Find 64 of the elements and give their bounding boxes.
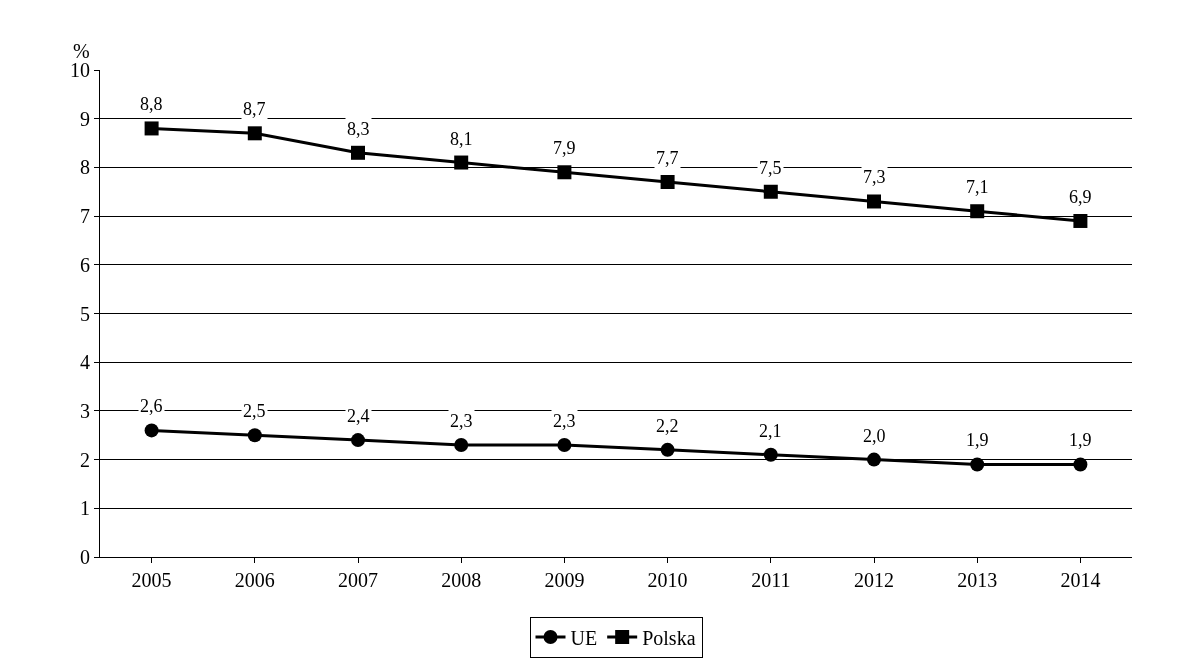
- data-label: 2,3: [450, 411, 473, 431]
- x-tick-label: 2006: [234, 569, 275, 591]
- data-label: 2,6: [140, 396, 163, 416]
- data-label: 2,5: [243, 401, 266, 421]
- data-label: 7,1: [966, 177, 989, 197]
- x-tick-label: 2005: [131, 569, 172, 591]
- point: [970, 457, 985, 472]
- data-label: 8,3: [347, 119, 370, 139]
- point: [351, 145, 365, 160]
- x-tick-label: 2011: [751, 569, 791, 591]
- y-tick-label: 8: [80, 156, 90, 179]
- y-tick-label: 3: [80, 399, 90, 422]
- data-label: 7,5: [759, 158, 782, 178]
- x-tick-label: 2013: [957, 569, 998, 591]
- data-label: 2,1: [759, 421, 782, 441]
- point: [144, 121, 159, 136]
- point: [867, 452, 881, 467]
- y-tick-label: 1: [80, 497, 90, 520]
- data-label: 1,9: [1069, 430, 1092, 450]
- y-axis-title: %: [73, 40, 90, 62]
- y-tick-label: 4: [80, 351, 90, 374]
- point: [970, 204, 985, 219]
- point: [1073, 457, 1088, 472]
- point: [660, 175, 675, 190]
- point: [454, 437, 469, 452]
- point: [763, 184, 778, 199]
- point: [557, 165, 572, 180]
- y-tick-label: 10: [70, 59, 90, 81]
- y-tick-label: 7: [80, 205, 90, 228]
- x-tick-label: 2008: [441, 569, 482, 591]
- point: [867, 194, 881, 209]
- data-label: 2,2: [656, 416, 679, 436]
- data-label: 8,7: [243, 99, 266, 119]
- point: [763, 447, 778, 462]
- y-tick-label: 5: [80, 302, 90, 325]
- legend-label: UE: [570, 626, 598, 649]
- point: [247, 126, 262, 141]
- point: [1073, 213, 1088, 228]
- data-label: 2,3: [553, 411, 576, 431]
- data-label: 7,9: [553, 138, 576, 158]
- y-tick-label: 0: [80, 546, 90, 568]
- data-label: 8,1: [450, 129, 473, 149]
- x-tick-label: 2009: [544, 569, 585, 591]
- y-tick-label: 2: [80, 448, 90, 471]
- point: [454, 155, 469, 170]
- data-label: 1,9: [966, 430, 989, 450]
- data-label: 8,8: [140, 94, 163, 114]
- point: [247, 428, 262, 443]
- point: [144, 423, 159, 438]
- data-label: 2,0: [863, 426, 886, 446]
- point: [660, 442, 675, 457]
- data-label: 7,3: [863, 167, 886, 187]
- data-label: 2,4: [347, 406, 370, 426]
- point: [557, 437, 572, 452]
- point: [351, 433, 365, 448]
- x-tick-label: 2010: [647, 569, 688, 591]
- data-label: 7,7: [656, 148, 679, 168]
- x-tick-label: 2012: [854, 569, 894, 591]
- legend-label: Polska: [642, 626, 696, 649]
- y-tick-label: 9: [80, 107, 90, 130]
- data-label: 6,9: [1069, 187, 1092, 207]
- y-tick-label: 6: [80, 253, 90, 276]
- x-tick-label: 2007: [338, 569, 378, 591]
- x-tick-label: 2014: [1060, 569, 1101, 591]
